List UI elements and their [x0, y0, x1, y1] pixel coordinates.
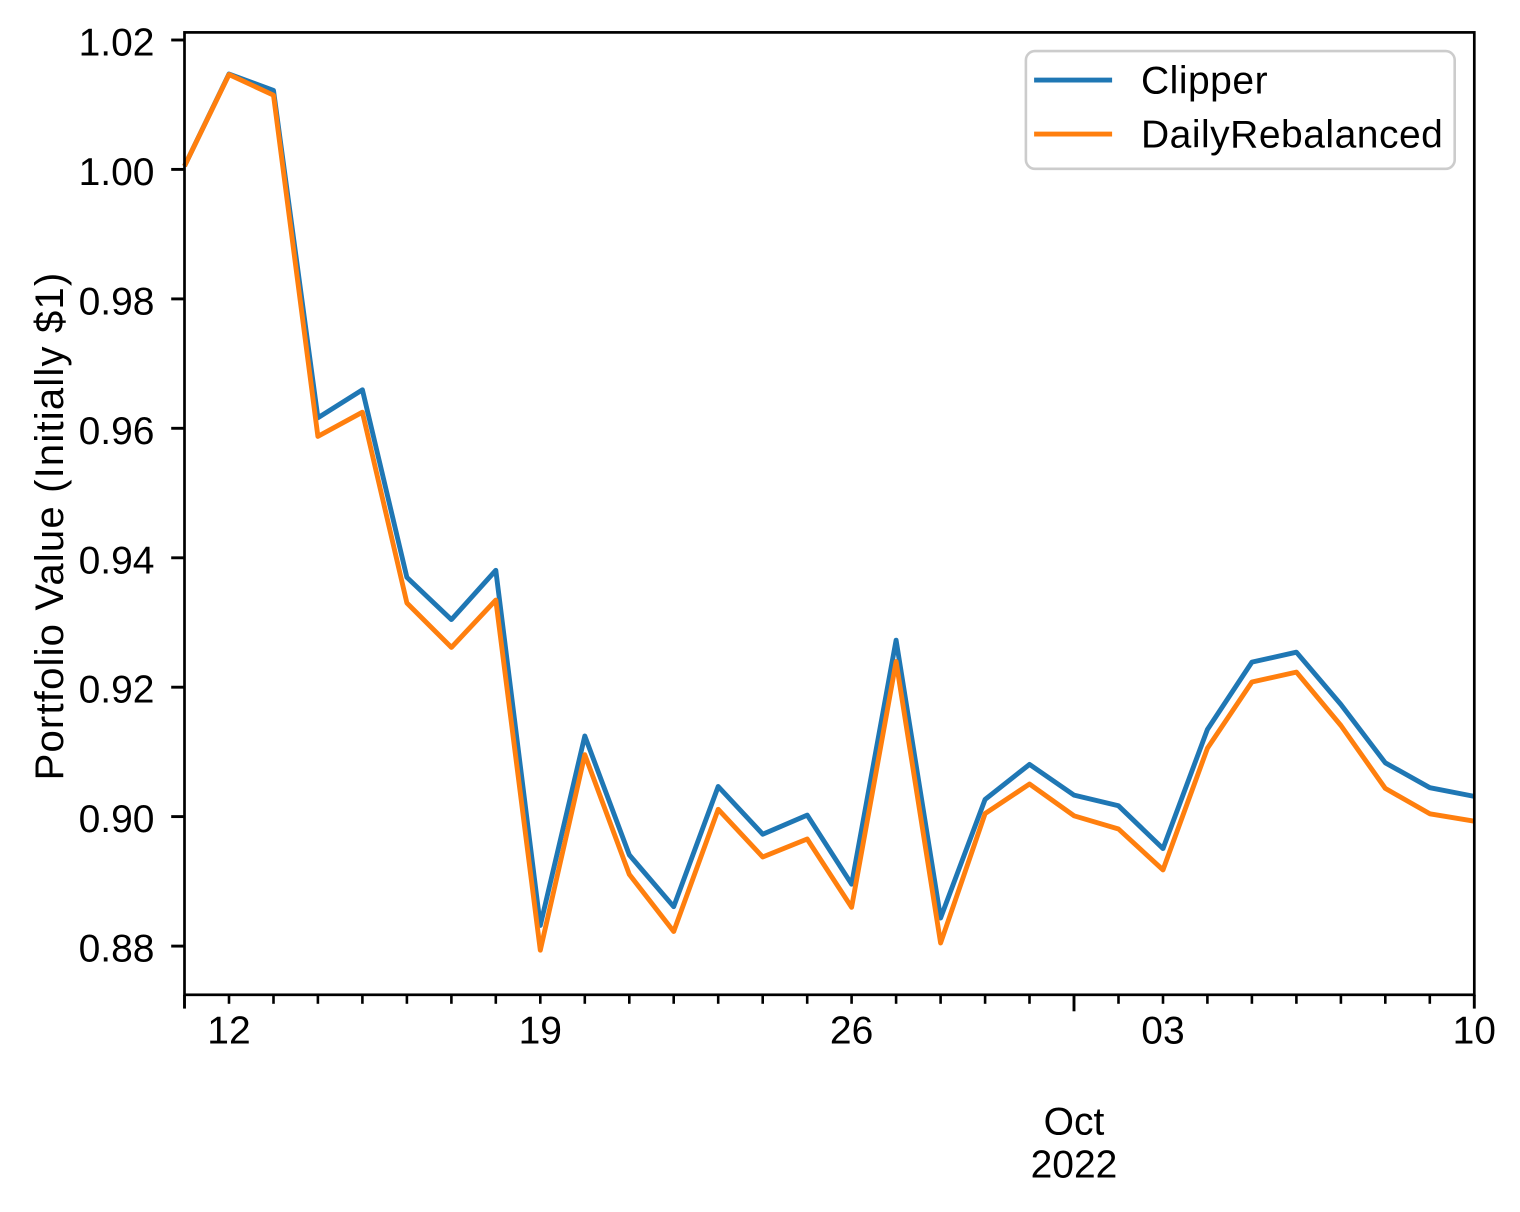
svg-text:26: 26: [830, 1010, 873, 1053]
svg-text:0.94: 0.94: [79, 539, 155, 582]
svg-text:10: 10: [1453, 1010, 1496, 1053]
svg-text:03: 03: [1141, 1010, 1184, 1053]
svg-text:Clipper: Clipper: [1141, 60, 1268, 103]
svg-text:0.92: 0.92: [79, 669, 155, 712]
svg-text:2022: 2022: [1031, 1144, 1118, 1187]
svg-text:Portfolio Value (Initially $1): Portfolio Value (Initially $1): [28, 272, 72, 781]
svg-text:Oct: Oct: [1044, 1101, 1105, 1144]
svg-text:0.88: 0.88: [79, 928, 155, 971]
svg-text:DailyRebalanced: DailyRebalanced: [1141, 114, 1443, 157]
svg-text:12: 12: [207, 1010, 250, 1053]
svg-text:0.98: 0.98: [79, 280, 155, 323]
svg-text:0.90: 0.90: [79, 798, 155, 841]
svg-text:1.00: 1.00: [79, 151, 155, 194]
svg-text:1.02: 1.02: [79, 22, 155, 65]
svg-text:0.96: 0.96: [79, 410, 155, 453]
svg-text:19: 19: [519, 1010, 562, 1053]
